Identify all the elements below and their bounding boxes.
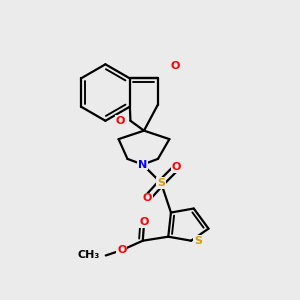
Text: N: N — [138, 160, 147, 170]
Text: O: O — [142, 194, 152, 203]
Text: S: S — [157, 178, 165, 188]
Text: S: S — [194, 236, 202, 246]
Text: O: O — [116, 116, 125, 126]
Text: O: O — [140, 217, 149, 227]
Text: O: O — [117, 245, 127, 255]
Text: O: O — [172, 162, 181, 172]
Text: CH₃: CH₃ — [78, 250, 100, 260]
Text: O: O — [170, 61, 180, 71]
